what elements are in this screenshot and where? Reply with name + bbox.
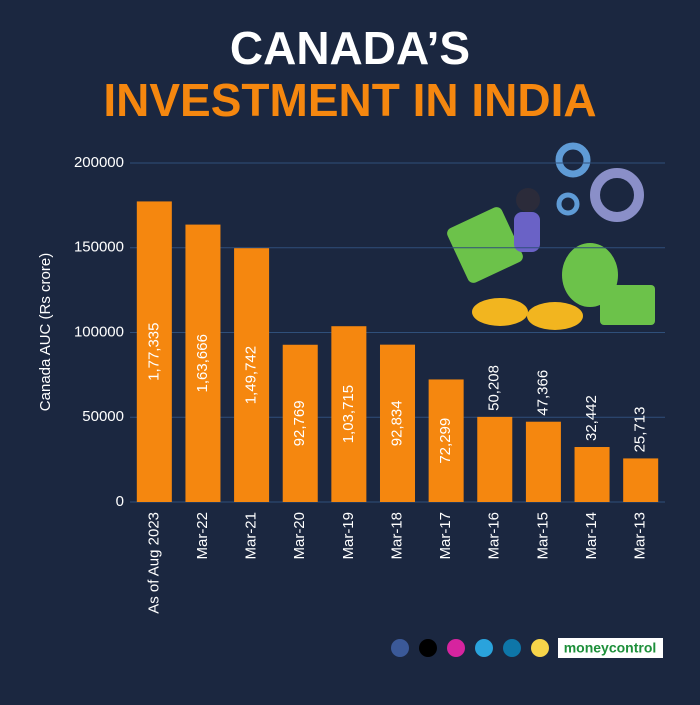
x-tick-label: Mar-22 <box>194 512 211 560</box>
x-tick-label: Mar-21 <box>243 512 260 560</box>
bar <box>331 326 367 502</box>
brand-box <box>558 638 663 658</box>
y-tick-label: 150000 <box>74 239 124 256</box>
x-tick-label: Mar-17 <box>437 512 454 560</box>
value-label: 47,366 <box>534 370 551 416</box>
bar <box>234 248 270 502</box>
bar <box>185 224 221 503</box>
y-tick-label: 200000 <box>74 154 124 171</box>
money-bag <box>562 243 618 307</box>
money <box>447 207 523 283</box>
value-label: 1,63,666 <box>194 334 211 392</box>
illustration <box>447 142 655 330</box>
value-label: 1,49,742 <box>243 346 260 404</box>
x-tick-label: Mar-19 <box>340 512 357 560</box>
x-tick-label: Mar-16 <box>486 512 503 560</box>
value-label: 1,03,715 <box>340 385 357 443</box>
bar <box>574 447 610 502</box>
x-tick-label: Mar-15 <box>534 512 551 560</box>
brand: moneycontrol <box>564 640 657 656</box>
social-icon[interactable] <box>391 639 409 657</box>
bar <box>623 458 659 502</box>
chart-subtitle: INVESTMENT IN INDIA <box>103 74 596 126</box>
bar <box>477 416 513 502</box>
bar <box>428 379 464 502</box>
social-icon[interactable] <box>531 639 549 657</box>
y-tick-label: 50000 <box>82 408 124 425</box>
gear <box>555 142 591 178</box>
chart-title: CANADA’S <box>230 22 470 74</box>
value-label: 50,208 <box>486 365 503 411</box>
x-tick-label: Mar-14 <box>583 512 600 560</box>
footer: moneycontrol <box>391 638 663 658</box>
x-tick-label: Mar-20 <box>291 512 308 560</box>
bar <box>525 421 561 502</box>
person <box>516 188 540 212</box>
money <box>600 285 655 325</box>
y-tick-label: 100000 <box>74 323 124 340</box>
coins <box>472 298 528 326</box>
value-label: 72,299 <box>437 418 454 464</box>
x-tick-label: Mar-18 <box>388 512 405 560</box>
person <box>514 212 540 252</box>
x-tick-label: Mar-13 <box>632 512 649 560</box>
social-icon[interactable] <box>503 639 521 657</box>
y-axis-label: Canada AUC (Rs crore) <box>37 253 54 411</box>
gear <box>556 192 580 216</box>
value-label: 1,77,335 <box>145 323 162 381</box>
gear <box>590 168 644 222</box>
value-label: 92,834 <box>388 400 405 446</box>
x-tick-label: As of Aug 2023 <box>145 512 162 614</box>
bar <box>282 344 318 502</box>
value-label: 25,713 <box>632 407 649 453</box>
bar <box>136 201 172 502</box>
social-icon[interactable] <box>419 639 437 657</box>
y-tick-label: 0 <box>116 493 124 510</box>
coins <box>527 302 583 330</box>
bar <box>379 344 416 502</box>
social-icon[interactable] <box>475 639 493 657</box>
social-icon[interactable] <box>447 639 465 657</box>
value-label: 92,769 <box>291 400 308 446</box>
value-label: 32,442 <box>583 395 600 441</box>
